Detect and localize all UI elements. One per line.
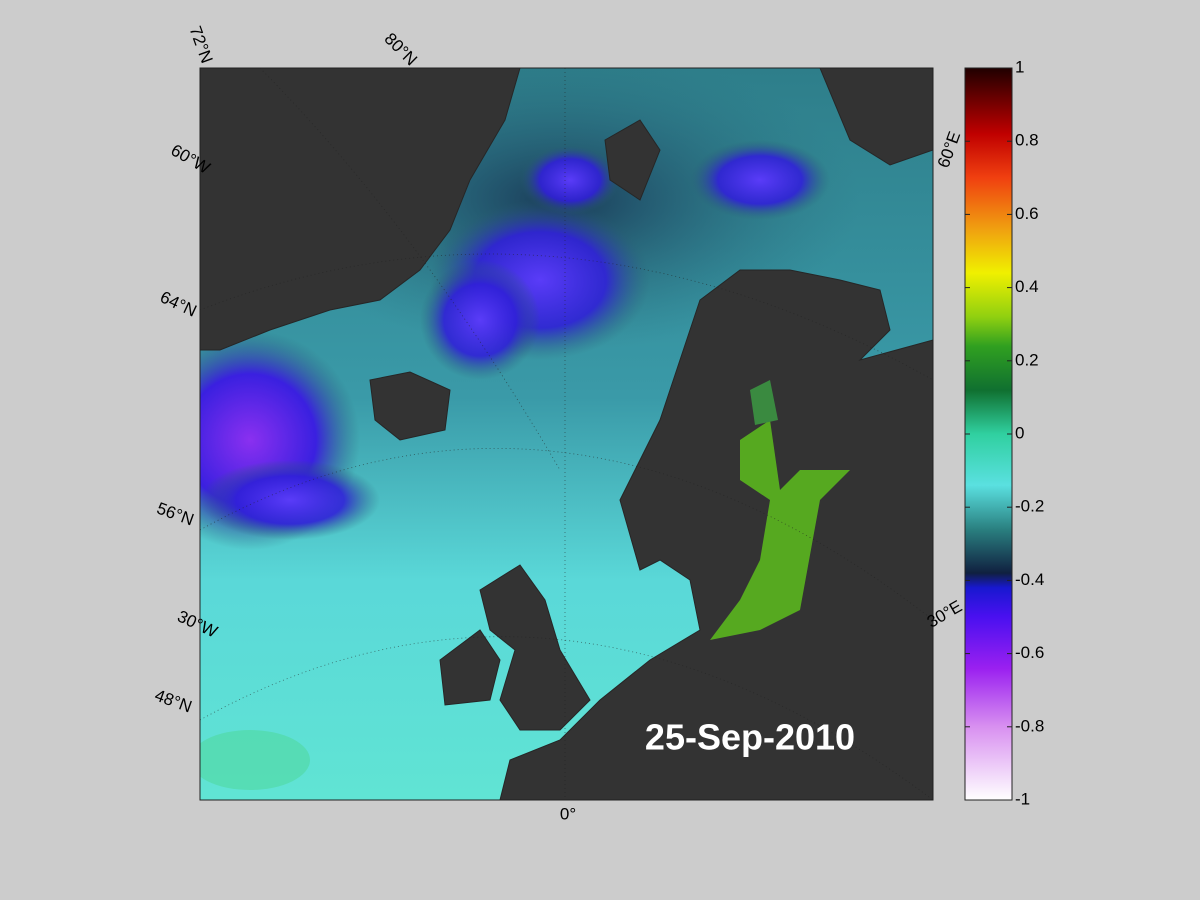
colorbar-tick-label: -0.4 xyxy=(1015,570,1044,589)
colorbar-tick-label: 0 xyxy=(1015,423,1024,442)
colorbar-tick-label: 0.2 xyxy=(1015,350,1039,369)
colorbar-tick-label: 0.8 xyxy=(1015,131,1039,150)
graticule-label: 64°N xyxy=(157,287,199,320)
colorbar-tick-label: -0.6 xyxy=(1015,643,1044,662)
graticule-label: 48°N xyxy=(152,686,194,717)
graticule-label: 80°N xyxy=(381,29,421,69)
graticule-label: 0° xyxy=(560,804,576,823)
map xyxy=(200,68,933,800)
colorbar-tick-label: 0.4 xyxy=(1015,277,1039,296)
colorbar-tick-label: 1 xyxy=(1015,57,1024,76)
graticule-label: 72°N xyxy=(186,24,217,66)
colorbar-ticks: -1 -0.8 -0.6 -0.4 -0.2 0 0.2 0.4 0.6 0.8 1 xyxy=(965,57,1044,808)
date-label: 25-Sep-2010 xyxy=(645,717,855,758)
graticule-label: 56°N xyxy=(154,499,196,530)
colorbar-tick-label: -0.8 xyxy=(1015,716,1044,735)
colorbar xyxy=(964,67,1013,801)
colorbar-tick-label: -0.2 xyxy=(1015,497,1044,516)
colorbar-tick-label: -1 xyxy=(1015,789,1030,808)
graticule-label: 60°E xyxy=(934,129,965,170)
colorbar-tick-label: 0.6 xyxy=(1015,204,1039,223)
map-frame xyxy=(199,67,934,801)
